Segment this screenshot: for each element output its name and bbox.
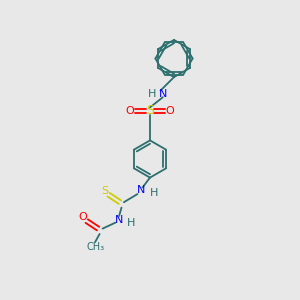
Text: H: H [148,88,156,99]
Text: O: O [79,212,88,223]
Text: H: H [127,218,135,228]
Text: H: H [149,188,158,198]
Text: N: N [137,184,145,195]
Text: N: N [115,214,123,225]
Text: O: O [165,106,174,116]
Text: O: O [126,106,135,116]
Text: S: S [101,186,109,196]
Text: CH₃: CH₃ [86,242,104,252]
Text: N: N [159,88,167,99]
Text: S: S [146,104,154,118]
